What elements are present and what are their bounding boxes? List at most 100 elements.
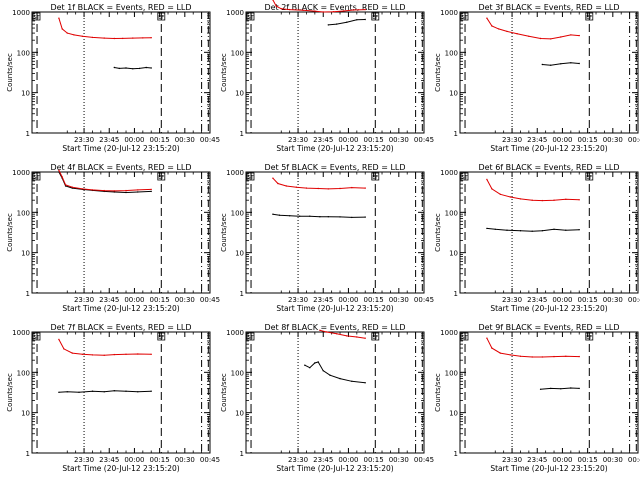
start-marker-box (246, 172, 255, 181)
y-tick-label: 100 (17, 369, 30, 377)
x-axis-label: Start Time (20-Jul-12 23:15:20) (490, 464, 607, 473)
y-tick-label: 1 (240, 130, 244, 138)
series-lld-point (275, 5, 277, 7)
series-lld-point (113, 353, 116, 356)
x-tick-label: 23:45 (99, 456, 119, 464)
series-lld-point (486, 17, 488, 19)
series-lld-point (319, 329, 321, 331)
series-events-point (91, 390, 94, 392)
end-marker-box (157, 172, 166, 181)
series-lld-point (528, 35, 530, 37)
series-lld-point (272, 0, 274, 1)
series-lld-point (509, 354, 512, 356)
series-lld-point (103, 189, 105, 192)
series-lld-point (578, 34, 580, 37)
x-tick-label: 00:45 (200, 296, 220, 304)
series-lld-point (137, 189, 139, 191)
series-events-point (150, 67, 152, 69)
x-tick-label: 00:00 (124, 296, 144, 304)
plot-frame (31, 11, 211, 134)
end-marker-label: EF (158, 15, 164, 21)
y-tick-label: 1000 (12, 9, 30, 17)
plot-frame (459, 11, 639, 134)
chart-title: Det 1f BLACK = Events, RED = LLD (50, 3, 191, 12)
x-tick-label: 23:45 (313, 136, 333, 144)
x-tick-label: 00:45 (200, 456, 220, 464)
series-lld-point (506, 30, 508, 33)
chart-title: Det 8f BLACK = Events, RED = LLD (264, 323, 405, 332)
series-events-point (539, 388, 542, 390)
series-events-point (66, 391, 69, 393)
series-lld-point (71, 352, 74, 354)
x-tick-label: 23:45 (313, 296, 333, 304)
series-events-point (327, 24, 329, 26)
series-events-point (494, 228, 496, 230)
y-tick-label: 1000 (12, 169, 30, 177)
series-lld-point (285, 185, 287, 187)
series-lld-line (486, 179, 580, 202)
start-marker-label: ST (33, 335, 40, 341)
series-events-point (317, 361, 319, 363)
series-lld-point (531, 356, 533, 358)
series-lld-line (272, 177, 366, 190)
series-events-point (304, 364, 306, 366)
y-axis-label: Counts/sec (6, 373, 14, 412)
chart-title: Det 9f BLACK = Events, RED = LLD (478, 323, 619, 332)
series-lld-point (570, 34, 572, 36)
x-tick-label: 23:30 (502, 456, 522, 464)
series-events-point (550, 387, 552, 390)
y-axis-label: Counts/sec (434, 213, 442, 252)
series-lld-point (531, 199, 533, 201)
series-lld-point (516, 33, 518, 35)
chart-panel-4: Det 4f BLACK = Events, RED = LLD 1 10 100 10… (6, 163, 220, 313)
series-lld-point (71, 186, 74, 188)
series-events-point (570, 62, 572, 64)
series-events-point (519, 230, 522, 232)
series-events-point (309, 367, 311, 369)
series-lld-point (364, 8, 366, 11)
series-lld-point (578, 199, 580, 201)
series-lld-point (63, 348, 65, 350)
end-marker-label: EF (372, 175, 378, 181)
series-lld-point (351, 186, 353, 189)
series-events-point (132, 68, 134, 70)
x-tick-label: 00:00 (552, 296, 572, 304)
start-marker-label: ST (247, 15, 254, 21)
series-lld-point (553, 199, 555, 201)
series-lld-point (58, 338, 60, 341)
series-lld-point (280, 8, 282, 10)
series-events-point (299, 215, 301, 217)
series-lld-point (486, 337, 488, 339)
x-axis-label: Start Time (20-Jul-12 23:15:20) (490, 304, 607, 313)
y-axis-label: Counts/sec (434, 373, 442, 412)
y-tick-label: 100 (445, 49, 458, 57)
x-tick-label: 00:00 (338, 136, 358, 144)
series-lld-point (541, 199, 543, 202)
series-events-point (58, 391, 60, 393)
series-events-point (125, 67, 127, 69)
series-lld-point (125, 189, 127, 192)
start-marker-box (32, 332, 41, 341)
series-lld-point (81, 35, 84, 37)
chart-title: Det 3f BLACK = Events, RED = LLD (478, 3, 619, 12)
start-marker-label: ST (33, 175, 40, 181)
series-lld-point (352, 9, 355, 11)
end-marker-label: EF (158, 175, 164, 181)
x-tick-label: 00:15 (578, 136, 598, 144)
y-tick-label: 1 (240, 290, 244, 298)
series-events-point (346, 21, 348, 23)
series-lld-point (499, 193, 501, 195)
series-lld-point (289, 8, 291, 11)
end-marker-box (157, 332, 166, 341)
start-marker-box (460, 332, 469, 341)
start-marker-box (32, 12, 41, 21)
x-tick-label: 00:45 (200, 136, 220, 144)
x-tick-label: 23:45 (527, 136, 547, 144)
x-axis-label: Start Time (20-Jul-12 23:15:20) (62, 304, 179, 313)
series-events-point (336, 23, 338, 25)
plot-frame (245, 171, 425, 294)
series-events-point (531, 230, 533, 232)
series-lld-point (317, 187, 319, 190)
series-events-point (322, 370, 324, 372)
